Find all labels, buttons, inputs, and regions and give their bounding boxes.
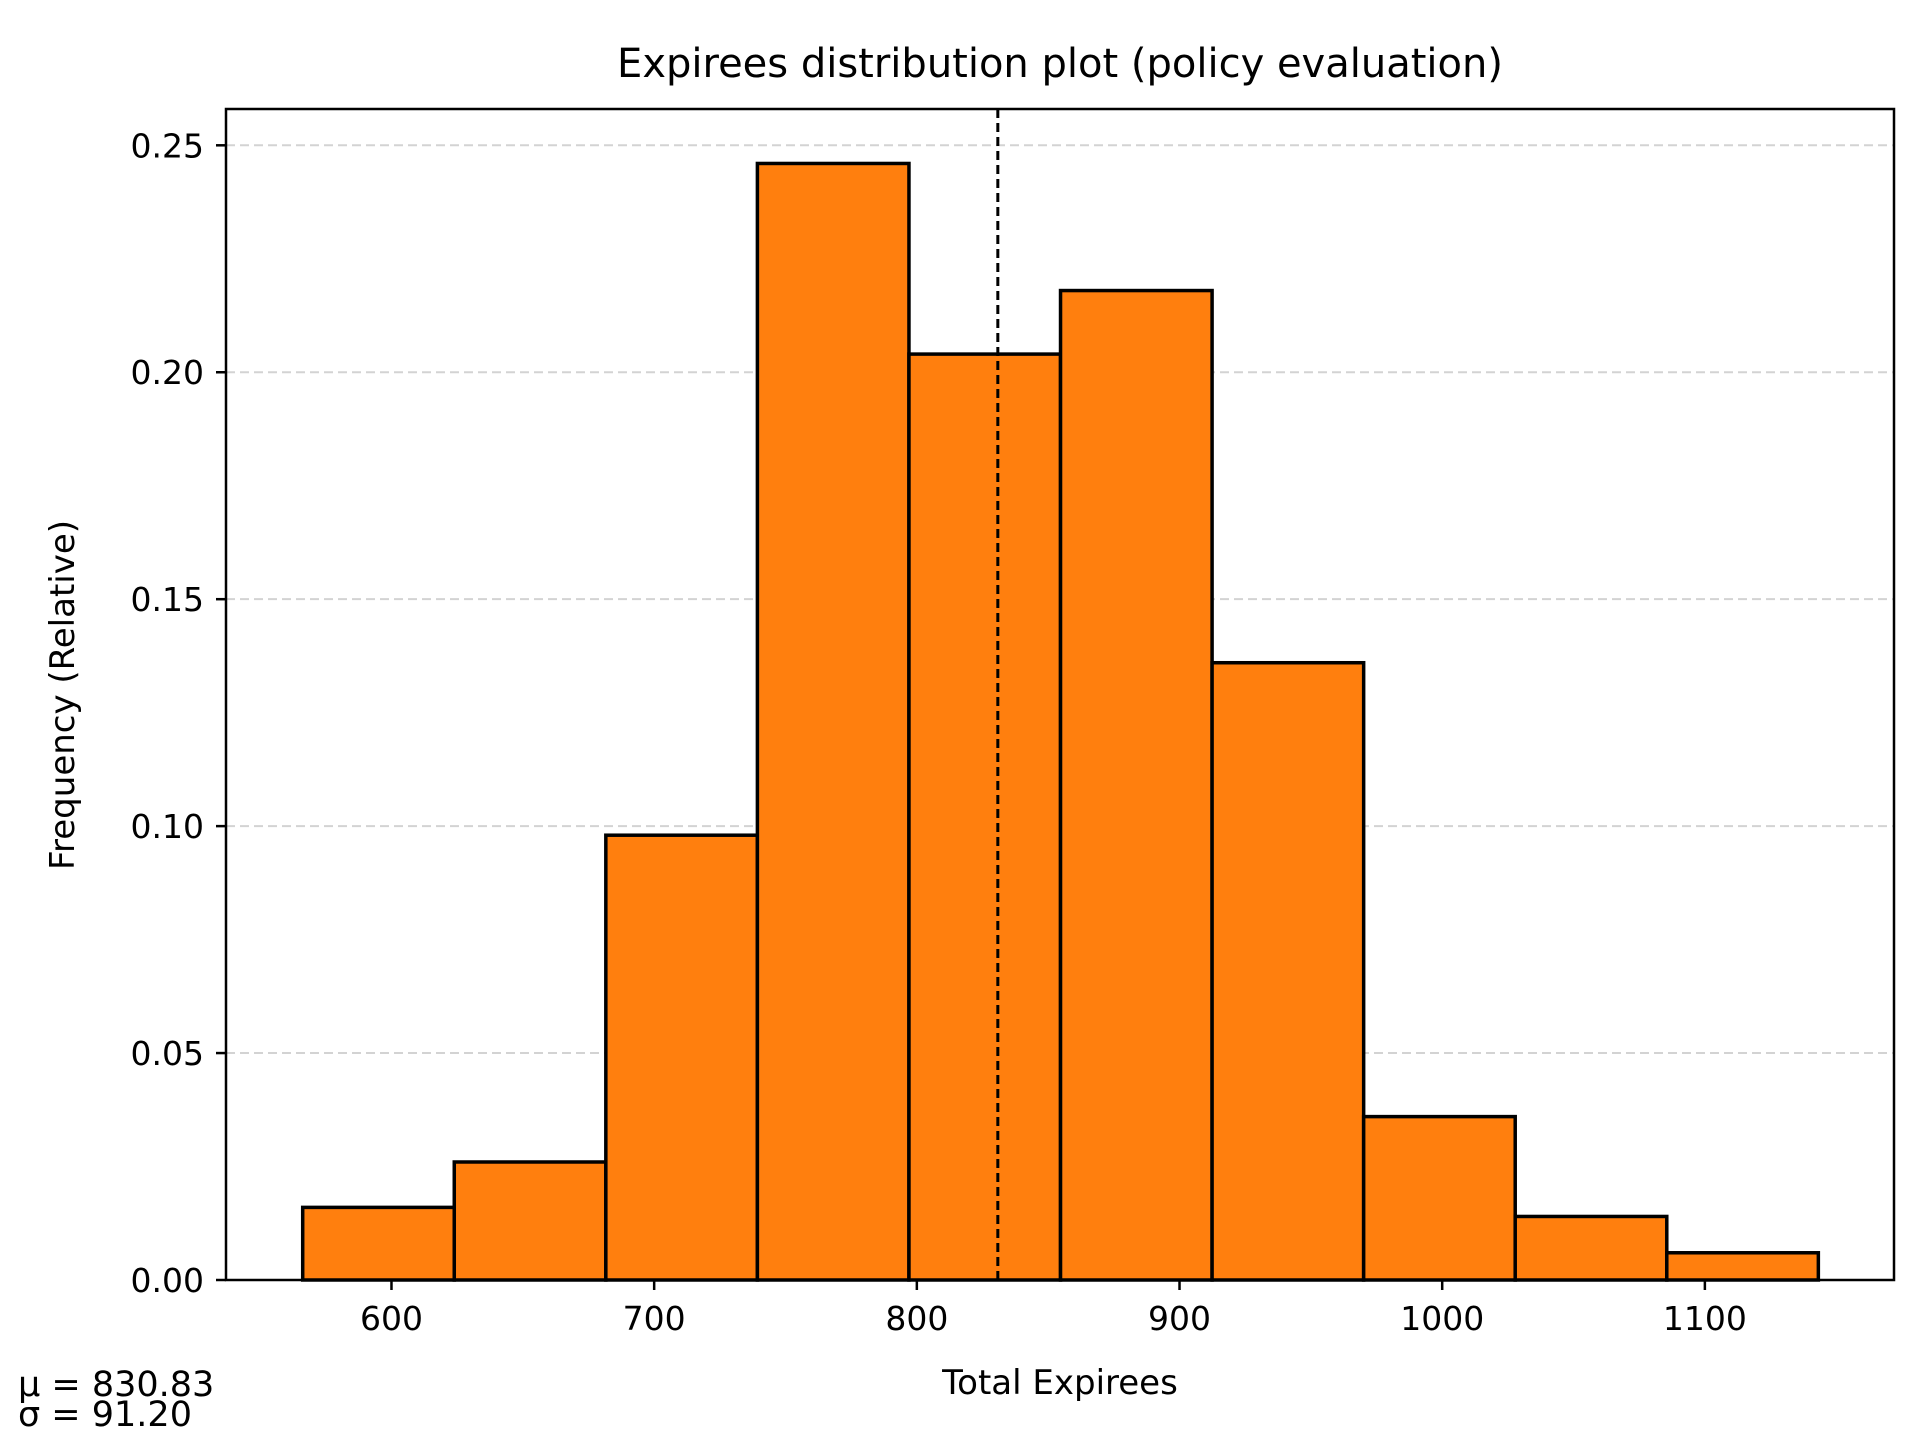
- x-tick-label: 1000: [1400, 1299, 1484, 1338]
- y-tick-label: 0.25: [131, 126, 204, 165]
- histogram-bar: [452, 1160, 608, 1282]
- axes-frame: [224, 107, 1896, 1282]
- y-tick-label: 0.15: [131, 580, 204, 619]
- y-tick-label: 0.10: [131, 807, 204, 846]
- x-tick-label: 1100: [1663, 1299, 1747, 1338]
- x-tick-label: 600: [360, 1299, 423, 1338]
- histogram-bar: [1361, 1114, 1517, 1282]
- histogram-bars: [300, 161, 1821, 1282]
- histogram-bar: [907, 352, 1063, 1282]
- x-tick-label: 900: [1148, 1299, 1211, 1338]
- y-tick-label: 0.20: [131, 353, 204, 392]
- x-tick-label: 700: [623, 1299, 686, 1338]
- chart-title: Expirees distribution plot (policy evalu…: [617, 41, 1503, 87]
- x-tick-label: 800: [885, 1299, 948, 1338]
- y-axis-label: Frequency (Relative): [43, 520, 83, 870]
- x-axis-label: Total Expirees: [941, 1363, 1178, 1403]
- y-axis-ticks: 0.00 0.05 0.10 0.15 0.20 0.25: [131, 126, 226, 1300]
- histogram-bar: [1665, 1251, 1821, 1282]
- histogram-bar: [1210, 660, 1366, 1282]
- histogram-bar: [755, 161, 911, 1282]
- mean-stat-label: μ = 830.83: [18, 1365, 214, 1405]
- sigma-stat-label: σ = 91.20: [18, 1395, 192, 1435]
- y-tick-label: 0.05: [131, 1034, 204, 1073]
- histogram-bar: [604, 833, 760, 1282]
- histogram-bar: [1513, 1214, 1669, 1282]
- histogram-bar: [300, 1205, 457, 1282]
- x-axis-ticks: 600 700 800 900 1000 1100: [360, 1280, 1747, 1338]
- y-tick-label: 0.00: [131, 1261, 204, 1300]
- histogram-bar: [1058, 288, 1214, 1282]
